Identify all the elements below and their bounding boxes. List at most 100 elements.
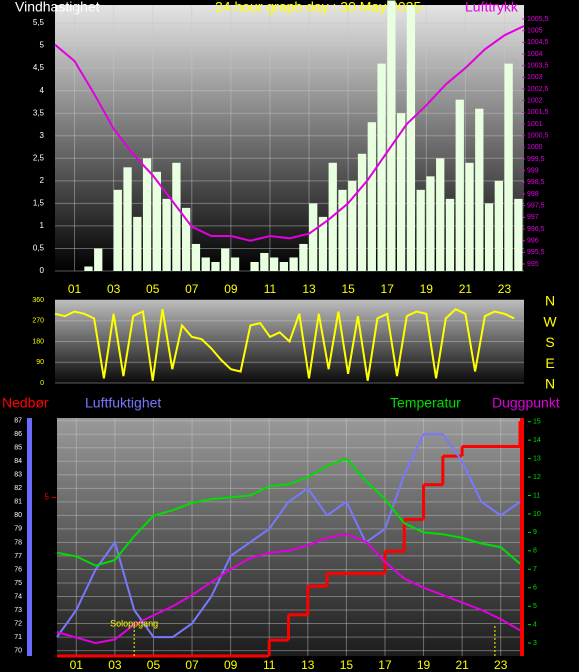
y-tick-label: 7	[533, 566, 537, 573]
legend-label: Nedbør	[2, 395, 49, 411]
y-axis-label: Vindhastighet	[15, 0, 100, 15]
bar	[387, 0, 396, 272]
x-tick-label: 03	[107, 282, 121, 296]
y-tick-label: 84	[14, 458, 22, 465]
y-tick-label: 3,5	[33, 108, 45, 117]
x-tick-label: 13	[302, 282, 316, 296]
bar	[406, 5, 416, 271]
y-tick-label: 0,5	[33, 244, 45, 253]
x-tick-label: 01	[70, 658, 84, 672]
x-tick-label: 11	[263, 658, 276, 672]
axis-bar	[27, 418, 32, 656]
y-tick-label: 3	[533, 640, 537, 647]
bar	[504, 63, 513, 271]
y-tick-label: 13	[533, 455, 541, 462]
x-tick-label: 21	[459, 282, 473, 296]
compass-label: N	[545, 293, 555, 309]
series-line	[56, 433, 521, 639]
y-tick-label: 1002	[527, 98, 543, 105]
x-tick-label: 07	[185, 282, 199, 296]
y-tick-label: 1003	[527, 74, 543, 81]
y-tick-label: 5	[40, 41, 45, 50]
y-tick-label: 76	[14, 566, 22, 573]
series-line	[56, 457, 521, 567]
bar	[279, 261, 289, 271]
bar	[348, 180, 357, 271]
bar	[484, 203, 494, 271]
y-tick-label: 180	[32, 338, 44, 345]
x-tick-label: 05	[147, 658, 161, 672]
y-tick-label: 4	[40, 86, 45, 95]
x-tick-label: 19	[417, 658, 431, 672]
x-tick-label: 17	[381, 282, 395, 296]
bar	[514, 198, 523, 271]
y-tick-label: 90	[36, 359, 44, 366]
y-tick-label: 81	[14, 499, 22, 506]
bar	[133, 216, 142, 271]
series-line	[54, 308, 515, 381]
x-tick-label: 15	[341, 282, 355, 296]
bar	[309, 203, 318, 271]
y-tick-label: 72	[14, 620, 22, 627]
y-tick-label: 6	[533, 585, 537, 592]
y-tick-label: 1001,5	[527, 109, 549, 116]
bar	[230, 257, 240, 271]
bar	[113, 189, 122, 271]
bar	[201, 257, 210, 271]
y-tick-label: 78	[14, 539, 22, 546]
bar	[250, 261, 259, 271]
y-tick-label: 5	[533, 603, 537, 610]
bar	[260, 252, 269, 271]
x-tick-label: 23	[498, 282, 512, 296]
legend-label: Luftfuktighet	[85, 395, 161, 411]
y-tick-label: 74	[14, 593, 22, 600]
x-tick-label: 09	[224, 658, 238, 672]
y-tick-label: 12	[533, 474, 541, 481]
axis-bar	[520, 418, 524, 656]
bar	[436, 158, 445, 271]
y-tick-label: 1004,5	[527, 39, 549, 46]
bar	[494, 180, 503, 271]
bar	[182, 207, 191, 271]
x-tick-label: 01	[68, 282, 82, 296]
y-tick-label: 2	[40, 176, 45, 185]
y-tick-label: 71	[14, 634, 22, 641]
y-tick-label: 87	[14, 418, 22, 425]
bar	[221, 248, 230, 271]
y-tick-label: 1	[40, 221, 45, 230]
compass-label: W	[543, 313, 557, 329]
compass-label: S	[545, 334, 554, 350]
y-tick-label: 85	[14, 445, 22, 452]
y-tick-label: 0	[40, 266, 45, 275]
y-tick-label: 1001	[527, 121, 543, 128]
y-tick-label: 1004	[527, 51, 543, 58]
bar	[455, 99, 464, 271]
y-tick-label: 75	[14, 580, 22, 587]
annotation: Soloppgang	[110, 618, 158, 628]
legend-label: Temperatur	[390, 395, 461, 411]
series-line	[56, 533, 521, 645]
y-tick-label: 11	[533, 492, 540, 499]
bar	[377, 63, 386, 271]
bar	[367, 122, 376, 271]
y-tick-label: 996	[527, 238, 539, 245]
x-tick-label: 19	[420, 282, 434, 296]
y-tick-label: 1005,5	[527, 16, 549, 23]
y-tick-label: 995	[527, 261, 539, 268]
y-tick-label: 1002,5	[527, 86, 549, 93]
y-tick-label: 1005	[527, 28, 543, 35]
bar	[152, 171, 162, 271]
y-tick-label: 0	[40, 380, 44, 387]
series-line	[54, 25, 525, 242]
y-tick-label: 15	[533, 419, 541, 426]
bar	[211, 261, 220, 271]
y-tick-label: 997,5	[527, 203, 545, 210]
y-tick-label: 77	[14, 553, 22, 560]
bar	[142, 158, 152, 271]
y-tick-label: 3	[40, 131, 45, 140]
y-tick-label: 8	[533, 548, 537, 555]
y-tick-label: 14	[533, 437, 541, 444]
chart-title: 24 hour graph day : 30 May 2025	[215, 0, 421, 15]
x-tick-label: 21	[455, 658, 469, 672]
